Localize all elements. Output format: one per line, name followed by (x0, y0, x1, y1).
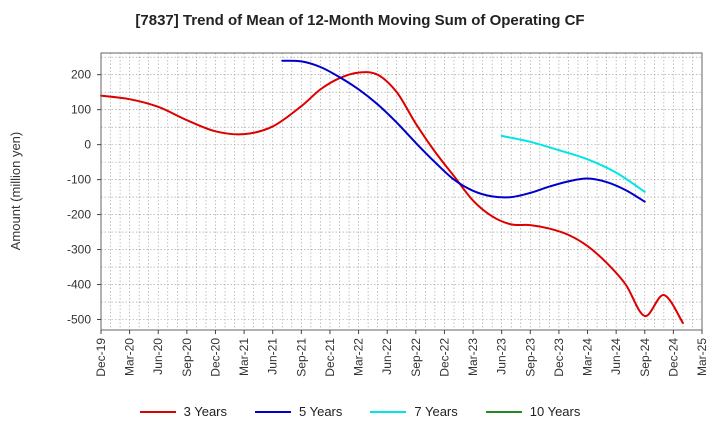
x-tick-label: Mar-25 (695, 338, 709, 376)
x-tick-label: Dec-22 (437, 338, 451, 377)
grid-lines (101, 53, 702, 330)
legend-label: 10 Years (529, 404, 581, 419)
x-tick-label: Dec-19 (94, 338, 108, 377)
legend-item-5-years: 5 Years (255, 404, 342, 419)
series-layer (100, 59, 684, 325)
x-tick-label: Dec-20 (208, 338, 222, 377)
y-tick-label: 0 (84, 138, 91, 152)
y-tick-label: -500 (67, 313, 91, 327)
y-tick-label: -400 (67, 278, 91, 292)
series-line-5-years (281, 59, 646, 203)
x-tick-label: Jun-21 (266, 338, 280, 375)
legend-label: 7 Years (414, 404, 458, 419)
y-tick-label: -300 (67, 243, 91, 257)
x-tick-label: Mar-24 (581, 338, 595, 376)
x-axis-ticks: Dec-19 Mar-20 Jun-20 Sep-20 Dec-20 Mar-21 Jun-… (94, 330, 709, 377)
legend-item-7-years: 7 Years (370, 404, 458, 419)
x-tick-label: Mar-20 (123, 338, 137, 376)
legend-swatch (485, 410, 522, 413)
x-tick-label: Dec-23 (552, 338, 566, 377)
x-tick-label: Dec-21 (323, 338, 337, 377)
legend: 3 Years 5 Years 7 Years 10 Years (0, 404, 720, 419)
x-tick-label: Dec-24 (666, 338, 680, 377)
y-tick-label: 100 (71, 103, 91, 117)
legend-label: 5 Years (299, 404, 343, 419)
legend-swatch (139, 410, 176, 413)
x-tick-label: Sep-23 (523, 338, 537, 377)
y-tick-label: 200 (71, 68, 91, 82)
x-tick-label: Sep-24 (638, 338, 652, 377)
x-tick-label: Jun-20 (151, 338, 165, 375)
legend-swatch (370, 410, 407, 413)
x-tick-label: Sep-21 (294, 338, 308, 377)
legend-label: 3 Years (183, 404, 227, 419)
y-tick-label: -100 (67, 173, 91, 187)
series-line-3-years (100, 71, 684, 325)
legend-item-3-years: 3 Years (139, 404, 227, 419)
x-tick-label: Mar-22 (352, 338, 366, 376)
x-tick-label: Sep-22 (409, 338, 423, 377)
legend-item-10-years: 10 Years (485, 404, 581, 419)
series-line-7-years (500, 134, 646, 193)
legend-swatch (255, 410, 291, 413)
y-axis-ticks: 200 100 0 -100 -200 -300 -400 -500 (67, 68, 101, 327)
x-tick-label: Jun-24 (609, 338, 623, 375)
chart-title: [7837] Trend of Mean of 12-Month Moving … (135, 12, 585, 29)
x-tick-label: Sep-20 (180, 338, 194, 377)
plot-frame (100, 52, 703, 331)
y-tick-label: -200 (67, 208, 91, 222)
x-tick-label: Mar-21 (237, 338, 251, 376)
y-axis-label: Amount (million yen) (8, 132, 23, 251)
x-tick-label: Jun-22 (380, 338, 394, 375)
plot-background (101, 53, 702, 330)
x-tick-label: Mar-23 (466, 338, 480, 376)
x-tick-label: Jun-23 (495, 338, 509, 375)
